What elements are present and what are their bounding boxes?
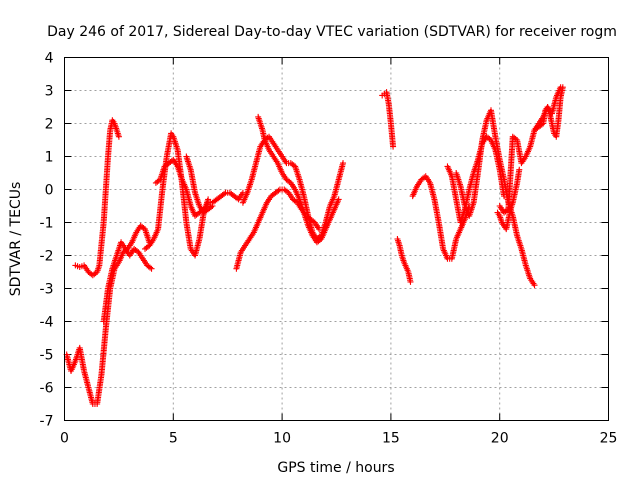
data-point-marker xyxy=(407,278,414,285)
y-tick-label: 4 xyxy=(45,51,54,67)
x-tick-label: 10 xyxy=(273,431,291,447)
y-tick-label: 0 xyxy=(45,183,54,199)
x-tick-labels: 0 5 10 15 20 25 xyxy=(60,431,617,447)
y-tick-label: -4 xyxy=(40,315,54,331)
x-axis-title: GPS time / hours xyxy=(277,460,394,476)
data-point-marker xyxy=(516,166,523,173)
x-tick-label: 0 xyxy=(60,431,69,447)
y-tick-label: 1 xyxy=(45,150,54,166)
data-point-marker xyxy=(115,133,122,140)
series-seg-c xyxy=(100,239,155,325)
series-seg-k xyxy=(394,236,414,285)
y-tick-label: -5 xyxy=(40,348,54,364)
series-seg-b xyxy=(72,117,122,279)
data-point-marker xyxy=(340,160,347,167)
data-point-marker xyxy=(148,265,155,272)
series-seg-f xyxy=(183,153,216,216)
data-point-marker xyxy=(335,196,342,203)
series-seg-q xyxy=(531,84,566,140)
x-tick-label: 20 xyxy=(491,431,509,447)
series-seg-a xyxy=(63,222,153,407)
data-point-marker xyxy=(559,84,566,91)
y-tick-label: -7 xyxy=(40,414,54,430)
series-seg-p xyxy=(494,166,523,233)
x-tick-label: 25 xyxy=(600,431,618,447)
y-tick-labels: -7 -6 -5 -4 -3 -2 -1 0 1 2 3 4 xyxy=(40,51,54,430)
data-points xyxy=(63,84,566,407)
data-point-marker xyxy=(531,282,538,289)
series-seg-e xyxy=(152,156,246,219)
y-tick-label: -3 xyxy=(40,282,54,298)
series-seg-j xyxy=(379,89,397,150)
series-seg-n xyxy=(453,107,538,289)
x-tick-label: 15 xyxy=(382,431,400,447)
chart-title: Day 246 of 2017, Sidereal Day-to-day VTE… xyxy=(47,24,617,40)
y-tick-label: 2 xyxy=(45,117,54,133)
data-point-marker xyxy=(209,203,216,209)
y-tick-label: 3 xyxy=(45,84,54,100)
series-seg-i xyxy=(255,113,342,246)
data-point-marker xyxy=(390,143,397,150)
y-tick-label: -6 xyxy=(40,381,54,397)
plot-frame xyxy=(64,57,609,421)
y-tick-label: -2 xyxy=(40,249,54,265)
y-axis-title: SDTVAR / TECUs xyxy=(8,182,24,297)
x-tick-label: 5 xyxy=(169,431,178,447)
y-tick-label: -1 xyxy=(40,216,54,232)
series-seg-l xyxy=(409,173,473,262)
